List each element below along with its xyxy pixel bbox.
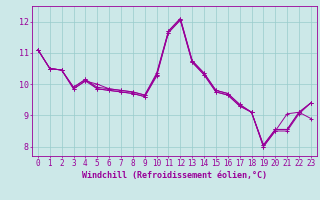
X-axis label: Windchill (Refroidissement éolien,°C): Windchill (Refroidissement éolien,°C)	[82, 171, 267, 180]
